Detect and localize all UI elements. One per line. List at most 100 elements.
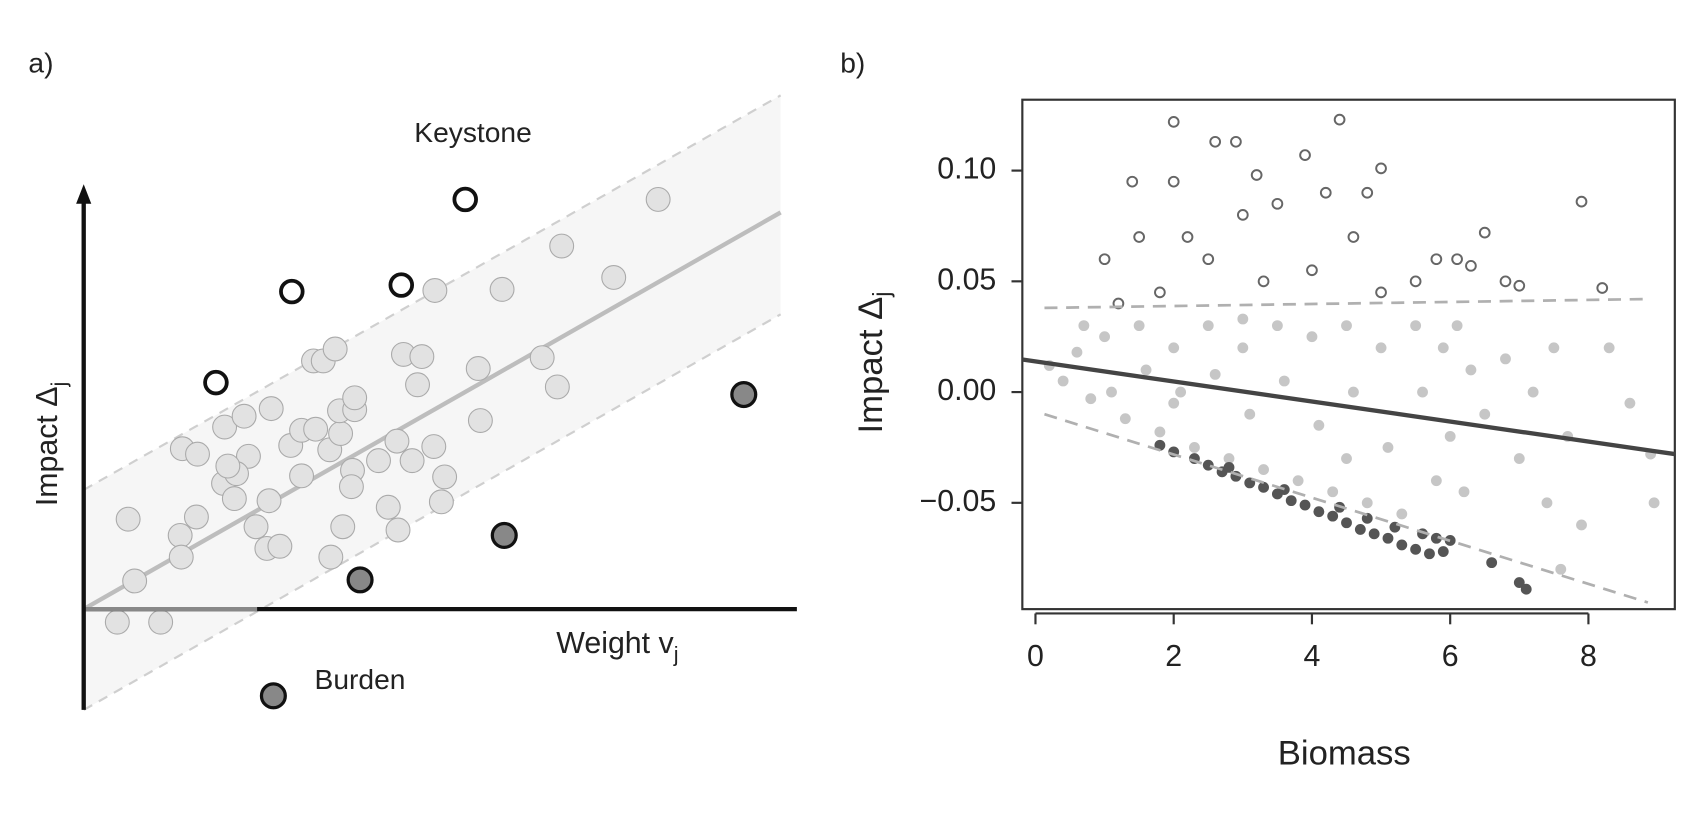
point [1133,320,1145,332]
label-subscript: j [46,382,71,388]
burden-point [259,682,287,710]
y-tick-label: −0.05 [920,485,997,518]
schematic-point [544,374,570,400]
point [1375,162,1387,175]
schematic-point [318,544,344,570]
point [1541,497,1553,509]
schematic-points [104,186,758,710]
band-edge [83,313,782,711]
point [1341,517,1352,529]
fit-line [1044,412,1649,604]
x-tick-label: 8 [1580,640,1597,673]
point [1596,282,1609,294]
schematic-point [235,443,261,469]
point [1244,408,1256,420]
point [1078,320,1090,332]
point [1347,231,1360,243]
point [1181,231,1194,243]
panel-label: b) [840,46,865,78]
point [1327,486,1339,498]
keystone-point [388,272,415,298]
point [1154,286,1166,299]
schematic-point [645,186,671,212]
point [1223,453,1235,464]
schematic-point [422,278,448,303]
panel-label: a) [28,46,53,78]
point [1486,557,1498,569]
schematic-point [243,514,269,540]
schematic-point [330,514,356,540]
point [1375,342,1387,354]
schematic-point [529,345,555,371]
point [1306,331,1318,343]
point [1285,495,1297,507]
point [1375,286,1387,299]
point [1458,486,1470,498]
keystone-point [203,369,229,396]
point [1396,508,1408,520]
point [1382,532,1394,544]
point [1099,331,1111,343]
point [1299,149,1311,161]
point [1513,453,1525,464]
panel-b: b) Biomass Impact Δj 0 2 4 6 8 0.10 0.05 0.00 −0… [840,46,1676,773]
schematic-point [167,522,193,548]
point [1555,563,1567,575]
schematic-point [267,533,293,559]
schematic-point [185,441,210,467]
point [1306,264,1318,277]
point [1175,386,1187,398]
x-axis-label: Biomass [1278,735,1411,773]
point [1154,426,1166,438]
point [1430,253,1443,266]
point [1085,393,1097,405]
point [1140,364,1152,376]
x-tick-label: 6 [1442,640,1459,673]
schematic-point [212,414,238,440]
point [1258,481,1269,493]
burden-point [346,566,374,594]
label-text: Weight v [556,627,674,660]
y-tick-label: 0.10 [937,153,996,186]
schematic-point [256,488,282,514]
plot-frame [1021,98,1676,611]
point [1341,320,1352,332]
point [1451,253,1463,266]
schematic-point [366,448,391,474]
y-axis-label: Impact Δj [852,291,896,433]
fit-line [1022,357,1675,457]
point [1133,231,1146,243]
point [1154,439,1166,451]
point [1444,535,1456,546]
trend-line [82,210,782,612]
point [1361,512,1373,524]
point [1520,583,1532,595]
point [1396,539,1408,551]
point [1430,532,1442,544]
point [1098,253,1111,266]
schematic-point [421,434,447,460]
point [1202,320,1214,332]
point [1624,397,1636,409]
point [1382,442,1394,453]
y-axis-label: Impact Δj [31,382,71,507]
point [1451,320,1463,332]
schematic-point [375,494,401,520]
band [83,95,781,710]
point [1230,135,1242,148]
point [1479,408,1491,420]
point [1271,320,1283,332]
point [1167,175,1180,188]
point [1548,342,1560,354]
schematic-point [549,233,575,259]
schematic-point [115,506,141,532]
label-text: Impact Δ [852,297,890,434]
schematic-point [409,344,435,370]
schematic-point [221,486,247,512]
point [1409,275,1422,288]
schematic-point [215,453,241,479]
schematic-point [465,356,491,381]
point [1202,459,1214,471]
point [1648,497,1660,509]
